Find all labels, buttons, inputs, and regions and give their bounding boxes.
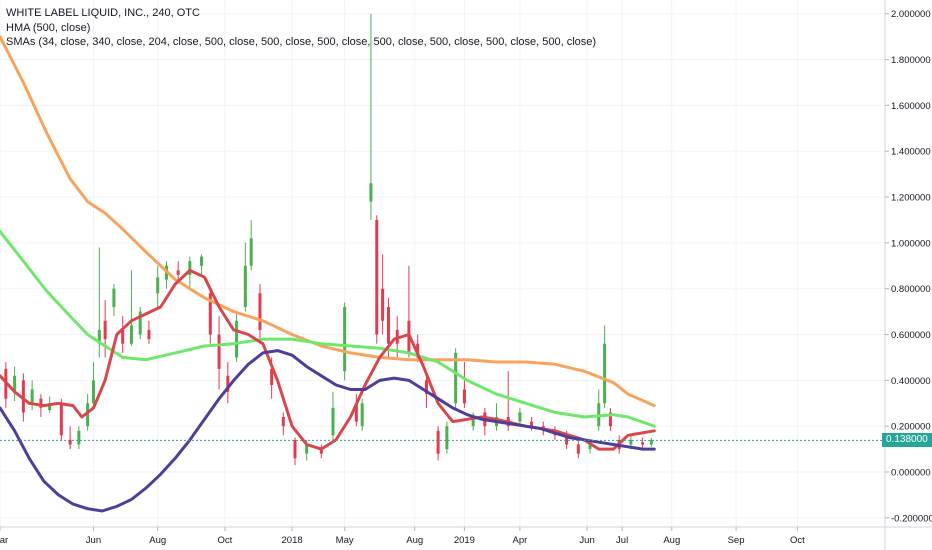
candle-body bbox=[13, 375, 17, 392]
candle-body bbox=[138, 311, 142, 335]
x-tick-label: Jun bbox=[86, 535, 101, 546]
y-tick-label: 0.400000 bbox=[891, 376, 931, 387]
last-price-value: 0.138000 bbox=[886, 434, 928, 446]
candle-body bbox=[129, 325, 133, 344]
y-tick-label: 1.000000 bbox=[891, 238, 931, 249]
series-line-orange bbox=[0, 35, 656, 408]
x-tick-label: 2019 bbox=[454, 535, 475, 546]
candle-body bbox=[629, 439, 633, 445]
x-tick-label: Jul bbox=[616, 535, 628, 546]
candle-body bbox=[258, 293, 262, 330]
time-axis: Mar Jun Aug Oct 2018 May Aug 2019 Apr Jun Jul Aug Se… bbox=[0, 527, 805, 546]
candle-body bbox=[565, 435, 569, 445]
x-tick-label: Apr bbox=[513, 535, 528, 546]
y-tick-label: 1.200000 bbox=[891, 193, 931, 204]
candle-body bbox=[217, 334, 221, 369]
candle-body bbox=[293, 439, 297, 459]
candle-body bbox=[91, 380, 95, 404]
candle-body bbox=[518, 412, 522, 422]
candle-body bbox=[48, 403, 52, 411]
candle-body bbox=[354, 403, 358, 422]
candle-body bbox=[319, 449, 323, 454]
candle-body bbox=[208, 293, 212, 335]
candle-body bbox=[200, 256, 204, 266]
candle-body bbox=[188, 261, 192, 275]
y-tick-label: 0.200000 bbox=[891, 422, 931, 433]
candle-body bbox=[270, 368, 274, 385]
candle-body bbox=[77, 430, 81, 445]
y-tick-label: 0.800000 bbox=[891, 284, 931, 295]
y-tick-label: 0.000000 bbox=[891, 468, 931, 479]
y-tick-label: 1.800000 bbox=[891, 55, 931, 66]
candle-body bbox=[121, 329, 125, 344]
candle-body bbox=[147, 329, 151, 340]
y-tick-label: -0.200000 bbox=[891, 513, 932, 524]
series-line-purple bbox=[0, 349, 656, 513]
candle-body bbox=[603, 343, 607, 404]
candle-body bbox=[112, 288, 116, 308]
x-tick-label: Oct bbox=[218, 535, 233, 546]
candle-body bbox=[243, 265, 247, 308]
candle-body bbox=[156, 277, 160, 294]
series-line-red bbox=[0, 268, 656, 451]
candle-body bbox=[375, 219, 379, 335]
x-tick-label: Aug bbox=[406, 535, 423, 546]
candle-body bbox=[21, 380, 25, 413]
candle-body bbox=[103, 320, 107, 340]
candle-body bbox=[369, 183, 373, 202]
y-tick-label: 0.600000 bbox=[891, 330, 931, 341]
candle-body bbox=[436, 430, 440, 454]
candle-body bbox=[343, 307, 347, 372]
candle-body bbox=[97, 329, 101, 344]
candle-body bbox=[462, 389, 466, 404]
last-price-label: 0.138000 bbox=[882, 433, 932, 448]
x-tick-label: Aug bbox=[149, 535, 166, 546]
candle-body bbox=[360, 403, 364, 427]
candle-body bbox=[641, 442, 645, 445]
y-tick-label: 1.600000 bbox=[891, 101, 931, 112]
candle-body bbox=[59, 403, 63, 436]
y-tick-label: 2.000000 bbox=[891, 9, 931, 20]
price-axis: 2.000000 1.800000 1.600000 1.400000 1.200000… bbox=[885, 9, 932, 524]
moving-average-lines bbox=[0, 35, 656, 513]
candle-body bbox=[281, 417, 285, 427]
x-tick-label: 2018 bbox=[282, 535, 303, 546]
candle-body bbox=[530, 421, 534, 427]
candle-body bbox=[39, 398, 43, 408]
x-tick-label: Sep bbox=[728, 535, 745, 546]
candle-body bbox=[386, 307, 390, 344]
candle-body bbox=[331, 407, 335, 436]
x-tick-label: May bbox=[336, 535, 354, 546]
series-line-green bbox=[0, 229, 656, 428]
candle-body bbox=[649, 439, 653, 445]
chart-grid bbox=[0, 0, 885, 527]
candle-body bbox=[588, 444, 592, 450]
candle-body bbox=[176, 270, 180, 275]
candle-body bbox=[305, 444, 309, 454]
candle-body bbox=[30, 389, 34, 404]
y-tick-label: 1.400000 bbox=[891, 147, 931, 158]
candle-body bbox=[471, 417, 475, 427]
candle-body bbox=[68, 439, 72, 445]
candlestick-series bbox=[4, 13, 653, 466]
candle-body bbox=[235, 320, 239, 358]
candle-body bbox=[454, 352, 458, 404]
candle-body bbox=[424, 380, 428, 395]
candle-body bbox=[226, 375, 230, 392]
candle-body bbox=[445, 426, 449, 450]
x-tick-label: Jun bbox=[579, 535, 594, 546]
candle-body bbox=[381, 288, 385, 321]
x-tick-label: Mar bbox=[0, 535, 8, 546]
candle-body bbox=[576, 444, 580, 454]
candle-body bbox=[608, 412, 612, 427]
candle-body bbox=[86, 403, 90, 427]
x-tick-label: Aug bbox=[663, 535, 680, 546]
x-tick-label: Oct bbox=[790, 535, 805, 546]
candle-body bbox=[249, 238, 253, 266]
